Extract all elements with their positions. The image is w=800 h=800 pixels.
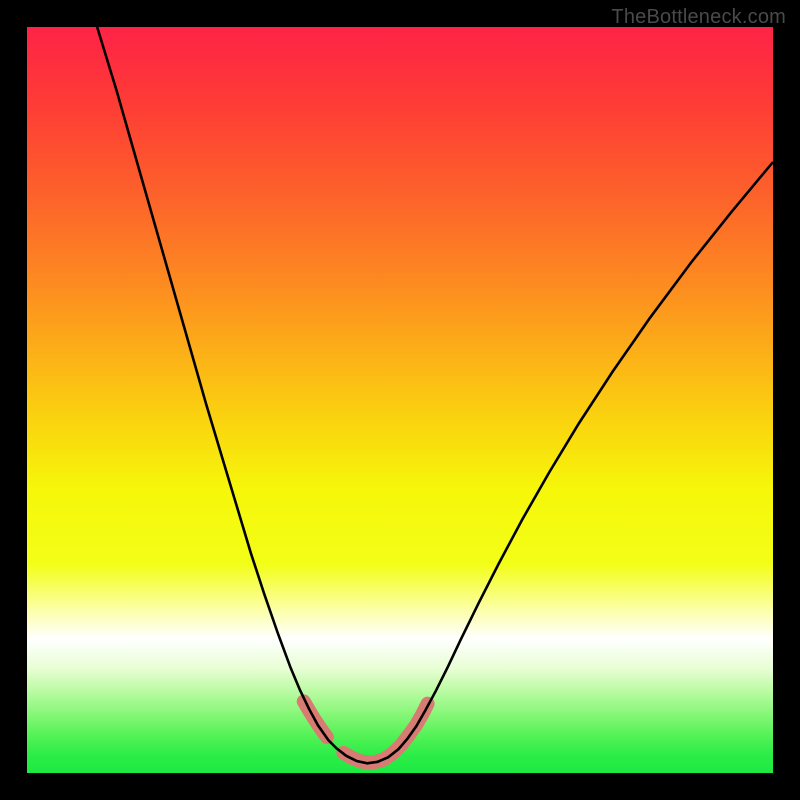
- gradient-background: [27, 27, 773, 773]
- chart-container: TheBottleneck.com: [0, 0, 800, 800]
- plot-area: [27, 27, 773, 773]
- watermark: TheBottleneck.com: [611, 6, 786, 29]
- plot-svg: [27, 27, 773, 773]
